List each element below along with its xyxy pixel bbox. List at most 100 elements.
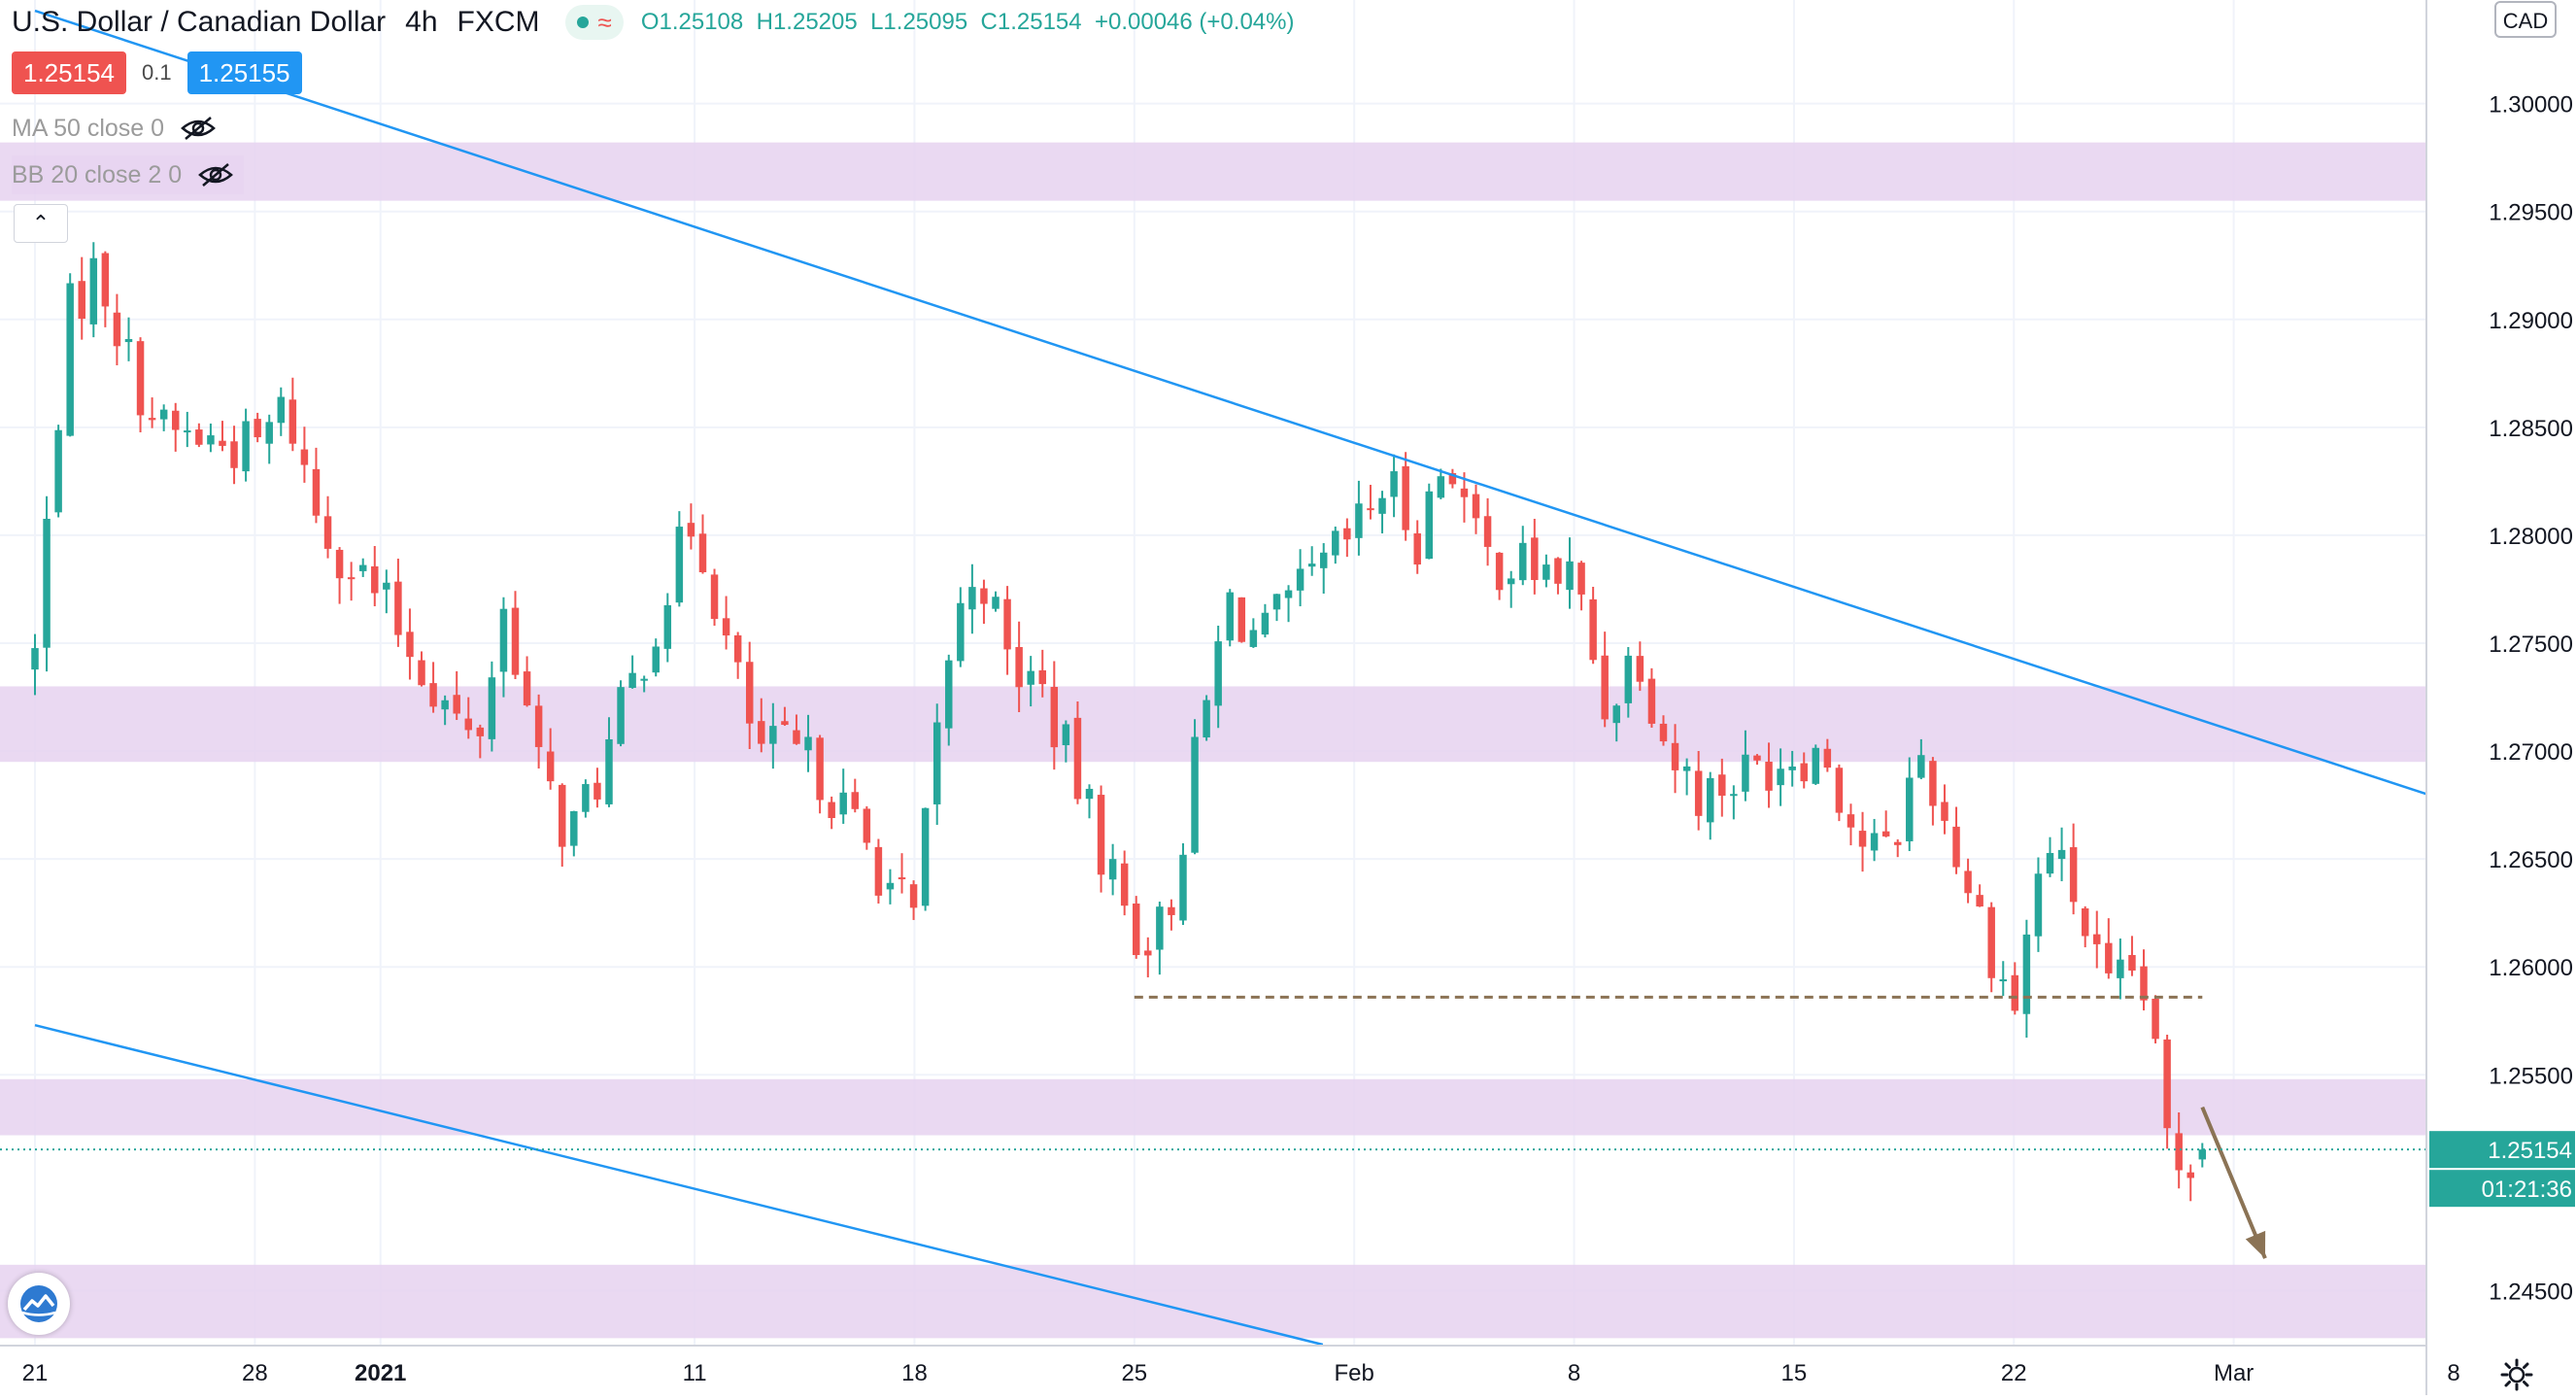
candle-body[interactable] [136, 341, 145, 416]
candle-body[interactable] [1917, 755, 1925, 778]
candle-body[interactable] [1718, 774, 1726, 796]
candle-body[interactable] [534, 705, 543, 747]
gear-icon[interactable] [2500, 1358, 2533, 1391]
candle-body[interactable] [1390, 471, 1398, 497]
projection-arrow[interactable] [2200, 1106, 2267, 1259]
candle-body[interactable] [2140, 966, 2148, 1001]
candle-body[interactable] [1800, 763, 1808, 782]
candle-body[interactable] [1659, 723, 1668, 742]
candle-body[interactable] [31, 648, 39, 670]
candle-body[interactable] [1706, 777, 1714, 823]
candle-body[interactable] [687, 523, 695, 537]
candle-body[interactable] [617, 687, 625, 744]
candle-body[interactable] [66, 283, 74, 436]
candle-body[interactable] [593, 782, 601, 800]
candle-body[interactable] [418, 660, 425, 686]
candle-body[interactable] [980, 588, 988, 604]
candle-body[interactable] [1425, 491, 1434, 560]
candle-body[interactable] [909, 884, 918, 908]
hidden-eye-icon[interactable] [197, 162, 234, 188]
candle-body[interactable] [1730, 794, 1738, 797]
candle-body[interactable] [1038, 669, 1046, 685]
candle-body[interactable] [488, 677, 496, 739]
candle-body[interactable] [1636, 656, 1644, 682]
candle-body[interactable] [300, 449, 309, 465]
trendline[interactable] [34, 1024, 1324, 1347]
candle-body[interactable] [2152, 998, 2159, 1040]
candle-body[interactable] [559, 784, 566, 847]
candle-body[interactable] [1495, 552, 1504, 591]
candle-body[interactable] [793, 730, 800, 744]
candle-body[interactable] [1612, 705, 1620, 724]
candle-body[interactable] [1777, 768, 1784, 786]
candle-body[interactable] [1812, 747, 1820, 784]
candle-body[interactable] [1671, 742, 1679, 770]
interval-label[interactable]: 4h [405, 6, 438, 38]
candle-body[interactable] [1015, 647, 1023, 688]
candle-body[interactable] [1823, 748, 1832, 768]
candle-body[interactable] [1964, 871, 1972, 894]
candle-body[interactable] [1624, 655, 1633, 703]
candle-body[interactable] [358, 564, 367, 571]
trendline[interactable] [34, 9, 2455, 804]
supply-demand-zone[interactable] [0, 1078, 2425, 1136]
candle-body[interactable] [1307, 563, 1316, 567]
candle-body[interactable] [968, 587, 976, 610]
candle-body[interactable] [1952, 826, 1960, 868]
candle-body[interactable] [1437, 476, 1445, 498]
candle-body[interactable] [323, 516, 332, 549]
candle-body[interactable] [546, 751, 555, 782]
candle-body[interactable] [242, 421, 250, 472]
candle-body[interactable] [78, 281, 85, 320]
candle-body[interactable] [1472, 494, 1480, 519]
candle-body[interactable] [1554, 558, 1562, 584]
candle-body[interactable] [511, 607, 520, 675]
candle-body[interactable] [464, 718, 472, 731]
candle-body[interactable] [1203, 700, 1210, 738]
candle-body[interactable] [1483, 516, 1492, 547]
indicator-ma-legend[interactable]: MA 50 close 0 [12, 109, 217, 148]
candle-body[interactable] [159, 409, 168, 420]
candle-body[interactable] [2093, 934, 2101, 944]
indicator-bb-label[interactable]: BB 20 close 2 0 [12, 160, 183, 188]
candle-body[interactable] [89, 257, 98, 324]
candle-body[interactable] [2057, 849, 2066, 860]
candle-body[interactable] [1413, 533, 1421, 565]
candle-body[interactable] [1788, 767, 1796, 770]
candle-body[interactable] [1870, 833, 1879, 851]
candle-body[interactable] [804, 736, 812, 751]
candle-body[interactable] [733, 634, 742, 663]
candle-body[interactable] [394, 581, 402, 635]
candle-body[interactable] [1987, 906, 1995, 978]
candle-body[interactable] [839, 792, 847, 815]
candle-body[interactable] [1694, 770, 1703, 816]
candle-body[interactable] [781, 721, 789, 726]
candle-body[interactable] [54, 429, 62, 513]
candle-body[interactable] [335, 549, 344, 579]
candle-body[interactable] [2163, 1039, 2171, 1129]
candle-body[interactable] [1237, 597, 1246, 642]
candle-body[interactable] [710, 574, 719, 620]
candle-body[interactable] [1156, 906, 1164, 950]
collapse-legend-button[interactable]: ⌃ [14, 204, 68, 243]
candle-body[interactable] [1319, 552, 1328, 568]
candle-body[interactable] [148, 418, 156, 421]
sell-button[interactable]: 1.25154 [12, 51, 126, 94]
candle-body[interactable] [383, 582, 390, 590]
candle-body[interactable] [1085, 788, 1094, 800]
candle-body[interactable] [628, 672, 636, 689]
candle-body[interactable] [1881, 831, 1890, 837]
candle-body[interactable] [698, 533, 707, 572]
candle-body[interactable] [1355, 503, 1363, 538]
candle-body[interactable] [254, 419, 261, 438]
candle-body[interactable] [769, 726, 777, 744]
candle-body[interactable] [2022, 934, 2031, 1014]
candle-body[interactable] [2198, 1149, 2207, 1160]
candle-body[interactable] [1519, 542, 1527, 581]
candle-body[interactable] [898, 877, 906, 880]
candle-body[interactable] [2175, 1133, 2183, 1171]
candle-body[interactable] [2011, 974, 2019, 1011]
candle-body[interactable] [2128, 954, 2136, 971]
